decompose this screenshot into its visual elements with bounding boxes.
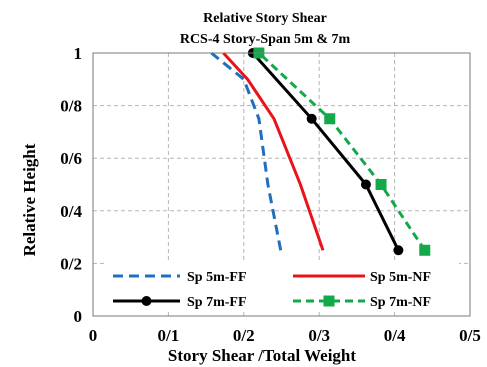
x-tick-label: 0	[89, 326, 98, 345]
x-tick-label: 0/1	[158, 326, 180, 345]
legend-label: Sp 5m-FF	[187, 270, 247, 285]
y-tick-label: 0/2	[60, 254, 82, 273]
plot-frame	[92, 52, 471, 317]
x-tick-label: 0/3	[308, 326, 330, 345]
y-axis-label: Relative Height	[20, 143, 39, 256]
data-point	[393, 245, 404, 256]
legend-box	[107, 262, 459, 312]
series-line-sp-5m-ff	[210, 51, 283, 251]
y-tick-labels: 0 0/2 0/4 0/6 0/8 1	[60, 44, 82, 326]
data-point	[141, 296, 152, 306]
data-point	[375, 179, 387, 190]
y-tick-label: 1	[74, 44, 83, 63]
legend-label: Sp 5m-NF	[370, 270, 431, 285]
data-point	[324, 113, 336, 125]
series-line-sp-5m-nf	[222, 51, 325, 251]
legend-label: Sp 7m-NF	[370, 295, 431, 310]
legend: Sp 5m-FF Sp 5m-NF Sp 7m-FF Sp 7m-NF	[107, 262, 459, 312]
x-tick-label: 0/5	[459, 326, 481, 345]
y-tick-label: 0/6	[60, 149, 82, 168]
legend-label: Sp 7m-FF	[187, 295, 247, 310]
x-tick-label: 0/2	[233, 326, 255, 345]
data-point	[360, 179, 371, 190]
data-point	[419, 244, 431, 256]
data-point	[306, 113, 317, 124]
x-axis-label: Story Shear /Total Weight	[168, 346, 356, 365]
series-line-sp-7m-ff	[251, 51, 400, 251]
y-tick-label: 0/8	[60, 97, 82, 116]
series-line-sp-7m-nf	[257, 51, 427, 252]
x-tick-labels: 0 0/1 0/2 0/3 0/4 0/5	[89, 326, 481, 345]
y-tick-label: 0	[74, 307, 83, 326]
chart-subtitle: RCS-4 Story-Span 5m & 7m	[180, 32, 351, 47]
chart-title: Relative Story Shear	[203, 11, 327, 26]
data-point	[323, 295, 335, 307]
x-tick-label: 0/4	[384, 326, 406, 345]
y-tick-label: 0/4	[60, 202, 82, 221]
